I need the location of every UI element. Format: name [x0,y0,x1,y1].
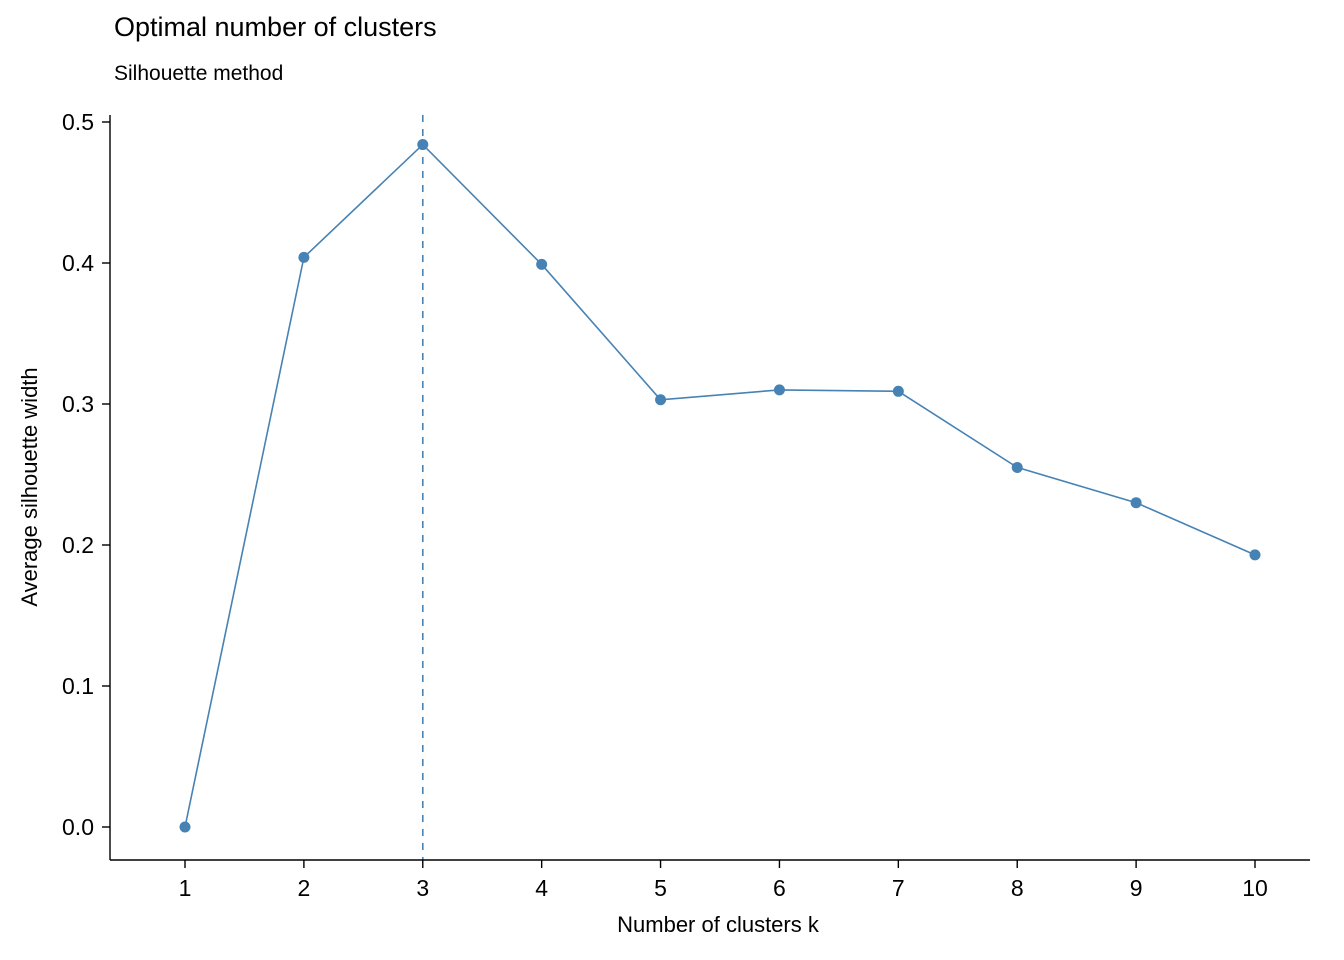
data-point [1249,549,1261,561]
x-tick-label: 4 [535,875,548,901]
y-tick-label: 0.0 [62,814,94,840]
x-tick-label: 3 [416,875,429,901]
x-tick-label: 7 [892,875,905,901]
x-tick-label: 8 [1011,875,1024,901]
data-point [298,251,310,263]
chart-title: Optimal number of clusters [114,12,437,42]
x-tick-label: 5 [654,875,667,901]
data-point [773,384,785,396]
y-tick-label: 0.1 [62,673,94,699]
data-point [179,821,191,833]
x-tick-label: 9 [1130,875,1143,901]
x-tick-label: 1 [179,875,192,901]
y-tick-label: 0.3 [62,391,94,417]
data-point [892,385,904,397]
data-point [536,258,548,270]
data-point [1011,461,1023,473]
y-tick-label: 0.4 [62,250,94,276]
data-point [417,139,429,151]
x-tick-label: 10 [1242,875,1268,901]
x-tick-label: 2 [297,875,310,901]
y-tick-label: 0.5 [62,109,94,135]
data-point [1130,497,1142,509]
y-tick-label: 0.2 [62,532,94,558]
x-tick-label: 6 [773,875,786,901]
data-point [655,394,667,406]
chart-subtitle: Silhouette method [114,62,284,85]
series-line [184,143,1256,828]
x-axis-label: Number of clusters k [617,912,819,937]
